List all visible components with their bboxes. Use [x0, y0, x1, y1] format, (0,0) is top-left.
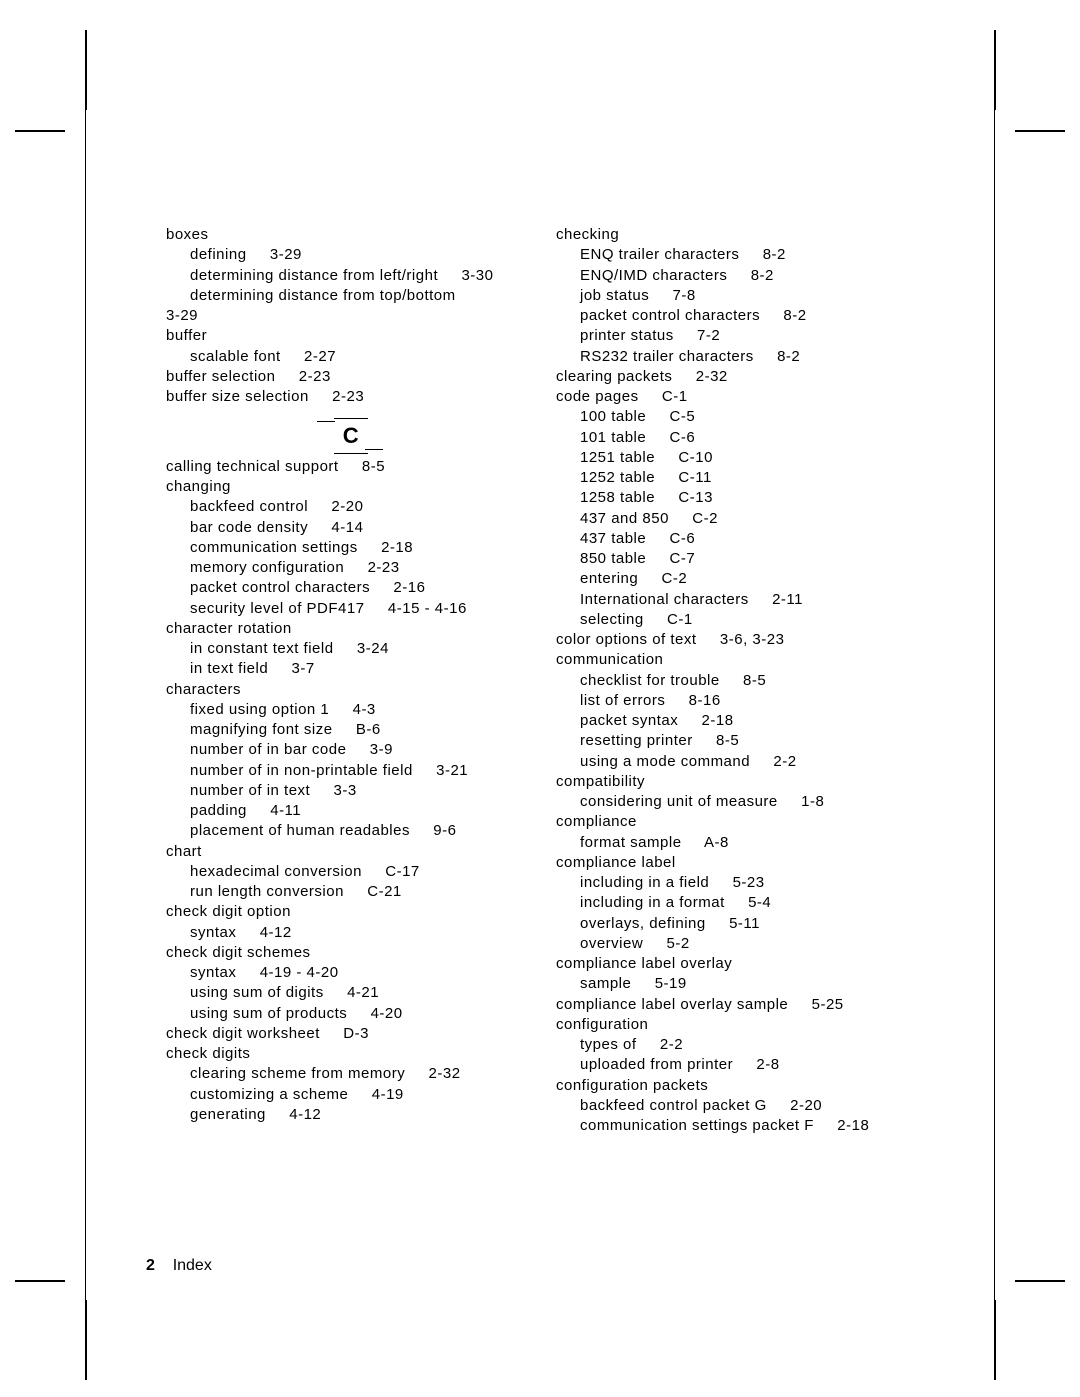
crop-mark	[1015, 130, 1065, 132]
index-entry: packet control characters 8-2	[556, 306, 926, 326]
index-entry: generating 4-12	[166, 1105, 536, 1125]
footer-label: Index	[173, 1257, 212, 1274]
index-entry: backfeed control 2-20	[166, 497, 536, 517]
index-entry: check digit option	[166, 902, 536, 922]
index-entry: 3-29	[166, 306, 536, 326]
index-entry: 850 table C-7	[556, 549, 926, 569]
index-column-right: checkingENQ trailer characters 8-2ENQ/IM…	[556, 225, 926, 1136]
section-letter: C	[166, 421, 536, 451]
index-entry: checklist for trouble 8-5	[556, 671, 926, 691]
index-entry: 1252 table C-11	[556, 468, 926, 488]
index-entry: fixed using option 1 4-3	[166, 700, 536, 720]
index-entry: syntax 4-12	[166, 923, 536, 943]
index-entry: characters	[166, 680, 536, 700]
index-entry: run length conversion C-21	[166, 882, 536, 902]
index-entry: clearing packets 2-32	[556, 367, 926, 387]
index-entry: checking	[556, 225, 926, 245]
index-entry: communication settings 2-18	[166, 538, 536, 558]
index-entry: padding 4-11	[166, 801, 536, 821]
index-entry: sample 5-19	[556, 974, 926, 994]
index-entry: selecting C-1	[556, 610, 926, 630]
index-entry: security level of PDF417 4-15 - 4-16	[166, 599, 536, 619]
page-footer: 2 Index	[146, 1257, 212, 1275]
index-entry: compliance label	[556, 853, 926, 873]
index-entry: number of in non-printable field 3-21	[166, 761, 536, 781]
index-entry: compliance label overlay	[556, 954, 926, 974]
index-entry: buffer selection 2-23	[166, 367, 536, 387]
index-entry: printer status 7-2	[556, 326, 926, 346]
page-frame: boxesdefining 3-29determining distance f…	[85, 30, 995, 1350]
index-entry: determining distance from left/right 3-3…	[166, 266, 536, 286]
index-entry: backfeed control packet G 2-20	[556, 1096, 926, 1116]
index-entry: using sum of products 4-20	[166, 1004, 536, 1024]
index-entry: 437 table C-6	[556, 529, 926, 549]
index-entry: uploaded from printer 2-8	[556, 1055, 926, 1075]
crop-mark	[15, 1280, 65, 1282]
index-entry: check digit schemes	[166, 943, 536, 963]
index-entry: check digits	[166, 1044, 536, 1064]
index-entry: changing	[166, 477, 536, 497]
index-entry: 1258 table C-13	[556, 488, 926, 508]
index-entry: using sum of digits 4-21	[166, 983, 536, 1003]
index-entry: overview 5-2	[556, 934, 926, 954]
index-entry: color options of text 3-6, 3-23	[556, 630, 926, 650]
index-entry: configuration packets	[556, 1076, 926, 1096]
index-entry: boxes	[166, 225, 536, 245]
index-column-left: boxesdefining 3-29determining distance f…	[166, 225, 536, 1136]
index-entry: using a mode command 2-2	[556, 752, 926, 772]
index-entry: types of 2-2	[556, 1035, 926, 1055]
index-entry: character rotation	[166, 619, 536, 639]
index-entry: compliance label overlay sample 5-25	[556, 995, 926, 1015]
index-entry: compliance	[556, 812, 926, 832]
index-entry: buffer size selection 2-23	[166, 387, 536, 407]
index-entry: ENQ/IMD characters 8-2	[556, 266, 926, 286]
index-entry: bar code density 4-14	[166, 518, 536, 538]
index-entry: overlays, defining 5-11	[556, 914, 926, 934]
index-entry: including in a field 5-23	[556, 873, 926, 893]
index-entry: customizing a scheme 4-19	[166, 1085, 536, 1105]
index-entry: code pages C-1	[556, 387, 926, 407]
index-entry: format sample A-8	[556, 833, 926, 853]
index-entry: packet control characters 2-16	[166, 578, 536, 598]
index-entry: syntax 4-19 - 4-20	[166, 963, 536, 983]
index-entry: compatibility	[556, 772, 926, 792]
index-entry: calling technical support 8-5	[166, 457, 536, 477]
index-entry: International characters 2-11	[556, 590, 926, 610]
index-entry: hexadecimal conversion C-17	[166, 862, 536, 882]
index-entry: scalable font 2-27	[166, 347, 536, 367]
index-entry: job status 7-8	[556, 286, 926, 306]
index-entry: including in a format 5-4	[556, 893, 926, 913]
index-entry: defining 3-29	[166, 245, 536, 265]
index-entry: buffer	[166, 326, 536, 346]
index-entry: memory configuration 2-23	[166, 558, 536, 578]
index-entry: determining distance from top/bottom	[166, 286, 536, 306]
index-entry: communication settings packet F 2-18	[556, 1116, 926, 1136]
index-entry: resetting printer 8-5	[556, 731, 926, 751]
index-entry: 101 table C-6	[556, 428, 926, 448]
index-entry: 437 and 850 C-2	[556, 509, 926, 529]
index-entry: clearing scheme from memory 2-32	[166, 1064, 536, 1084]
index-content: boxesdefining 3-29determining distance f…	[166, 225, 926, 1136]
index-entry: placement of human readables 9-6	[166, 821, 536, 841]
index-entry: configuration	[556, 1015, 926, 1035]
index-entry: entering C-2	[556, 569, 926, 589]
index-entry: ENQ trailer characters 8-2	[556, 245, 926, 265]
index-entry: in text field 3-7	[166, 659, 536, 679]
index-entry: packet syntax 2-18	[556, 711, 926, 731]
index-entry: in constant text field 3-24	[166, 639, 536, 659]
index-entry: considering unit of measure 1-8	[556, 792, 926, 812]
index-entry: magnifying font size B-6	[166, 720, 536, 740]
index-entry: number of in bar code 3-9	[166, 740, 536, 760]
index-entry: check digit worksheet D-3	[166, 1024, 536, 1044]
index-entry: 100 table C-5	[556, 407, 926, 427]
index-entry: RS232 trailer characters 8-2	[556, 347, 926, 367]
crop-mark	[1015, 1280, 1065, 1282]
index-entry: number of in text 3-3	[166, 781, 536, 801]
index-entry: 1251 table C-10	[556, 448, 926, 468]
index-entry: chart	[166, 842, 536, 862]
index-entry: communication	[556, 650, 926, 670]
crop-mark	[15, 130, 65, 132]
index-entry: list of errors 8-16	[556, 691, 926, 711]
page-number: 2	[146, 1257, 155, 1274]
